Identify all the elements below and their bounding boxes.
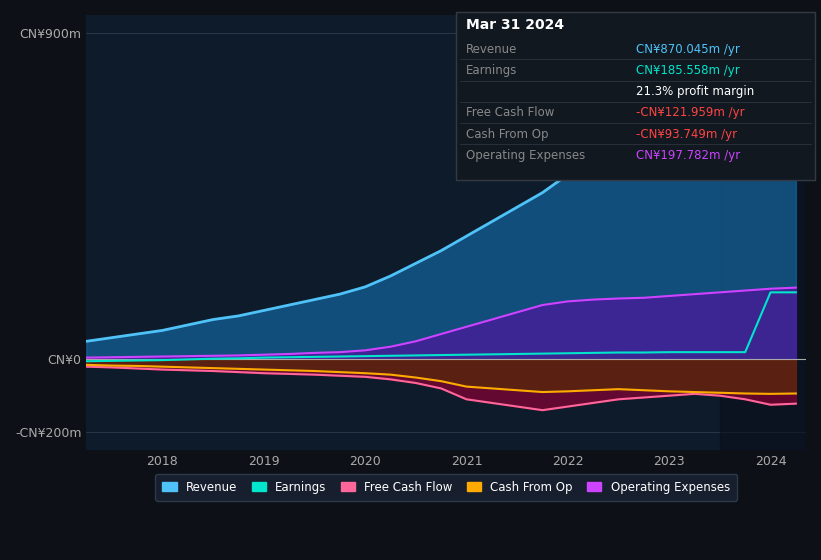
Text: Cash From Op: Cash From Op — [466, 128, 548, 141]
Text: -CN¥93.749m /yr: -CN¥93.749m /yr — [636, 128, 737, 141]
Text: Revenue: Revenue — [466, 43, 517, 55]
Text: CN¥870.045m /yr: CN¥870.045m /yr — [636, 43, 741, 55]
Text: CN¥197.782m /yr: CN¥197.782m /yr — [636, 149, 741, 162]
Text: Earnings: Earnings — [466, 64, 517, 77]
Text: Mar 31 2024: Mar 31 2024 — [466, 18, 564, 32]
Text: 21.3% profit margin: 21.3% profit margin — [636, 85, 754, 98]
Text: CN¥185.558m /yr: CN¥185.558m /yr — [636, 64, 740, 77]
Text: Free Cash Flow: Free Cash Flow — [466, 106, 554, 119]
Text: -CN¥121.959m /yr: -CN¥121.959m /yr — [636, 106, 745, 119]
Legend: Revenue, Earnings, Free Cash Flow, Cash From Op, Operating Expenses: Revenue, Earnings, Free Cash Flow, Cash … — [155, 474, 737, 501]
Bar — [720, 15, 806, 450]
Text: Operating Expenses: Operating Expenses — [466, 149, 585, 162]
